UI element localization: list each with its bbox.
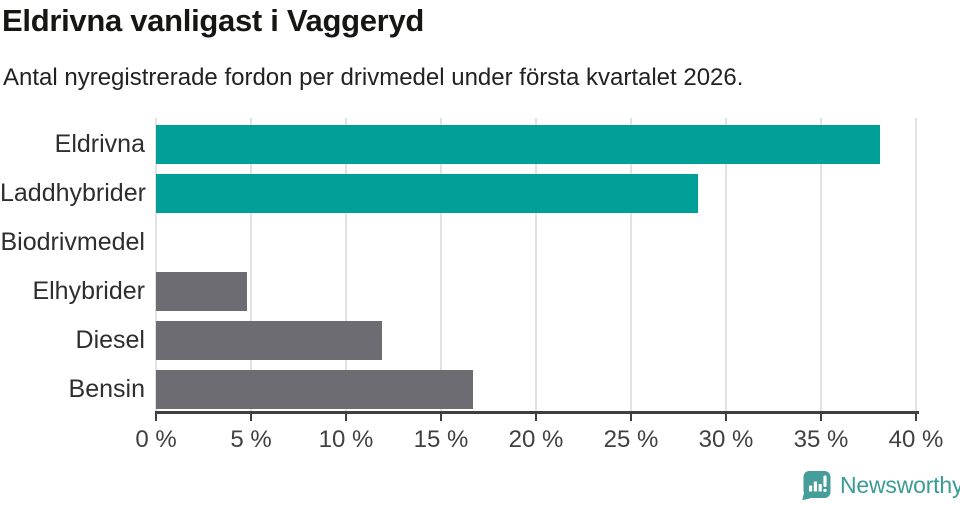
- x-axis-tick: [250, 414, 252, 421]
- x-tick-label: 10 %: [318, 426, 374, 453]
- chart-subtitle: Antal nyregistrerade fordon per drivmede…: [3, 64, 744, 91]
- x-tick-label: 0 %: [135, 426, 177, 453]
- x-axis-tick: [155, 414, 157, 421]
- x-axis-line: [155, 411, 919, 414]
- x-tick-label: 15 %: [413, 426, 469, 453]
- gridline: [250, 118, 252, 412]
- bar: [156, 125, 880, 164]
- newsworthy-logo: Newsworthy: [801, 470, 960, 501]
- bar: [156, 174, 698, 213]
- category-label: Biodrivmedel: [0, 228, 145, 256]
- gridline: [725, 118, 727, 412]
- gridline: [345, 118, 347, 412]
- x-tick-label: 35 %: [793, 426, 849, 453]
- bar: [156, 321, 383, 360]
- gridline: [535, 118, 537, 412]
- x-axis-tick: [535, 414, 537, 421]
- x-axis-tick: [820, 414, 822, 421]
- x-axis-tick: [915, 414, 917, 421]
- page-title: Eldrivna vanligast i Vaggeryd: [2, 3, 425, 38]
- category-label: Diesel: [75, 326, 145, 354]
- bar: [156, 272, 248, 311]
- x-tick-label: 5 %: [230, 426, 272, 453]
- gridline: [915, 118, 917, 412]
- gridline: [440, 118, 442, 412]
- category-label: Eldrivna: [54, 130, 145, 158]
- gridline: [155, 118, 157, 412]
- gridline: [820, 118, 822, 412]
- x-axis-tick: [345, 414, 347, 421]
- x-tick-label: 40 %: [888, 426, 944, 453]
- x-tick-label: 25 %: [603, 426, 659, 453]
- x-axis-tick: [440, 414, 442, 421]
- category-label: Bensin: [68, 375, 145, 403]
- x-tick-label: 20 %: [508, 426, 564, 453]
- x-tick-label: 30 %: [698, 426, 754, 453]
- category-label: Elhybrider: [32, 277, 145, 305]
- category-label: Laddhybrider: [0, 179, 146, 207]
- x-axis-tick: [630, 414, 632, 421]
- x-axis-tick: [725, 414, 727, 421]
- bar-chart-speech-bubble-icon: [802, 471, 831, 501]
- bar: [156, 370, 474, 409]
- newsworthy-logo-text: Newsworthy: [840, 472, 960, 498]
- gridline: [630, 118, 632, 412]
